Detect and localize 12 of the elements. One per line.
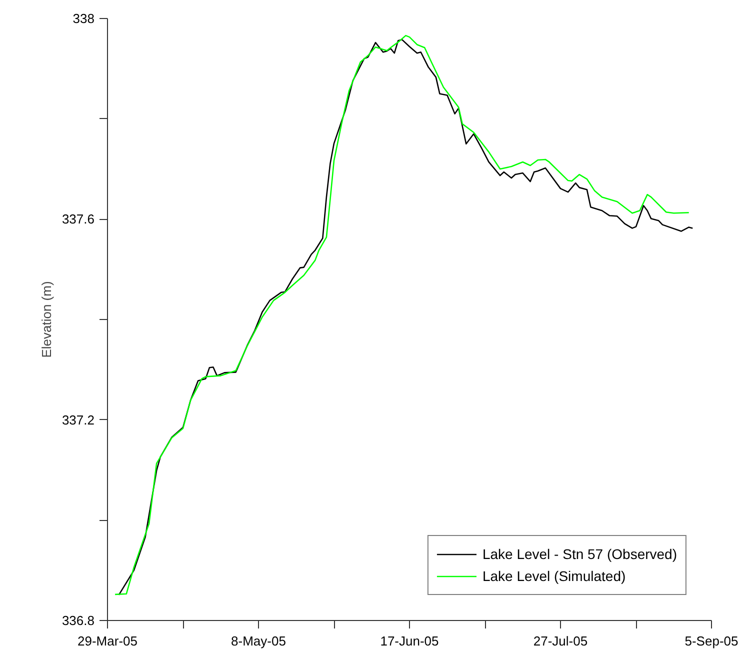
y-tick-label: 337.6	[62, 212, 95, 227]
y-tick-label: 338	[72, 11, 95, 26]
x-tick-label: 29-Mar-05	[78, 634, 138, 648]
x-tick-label: 17-Jun-05	[380, 634, 439, 648]
legend-label: Lake Level - Stn 57 (Observed)	[482, 546, 677, 562]
y-axis-title: Elevation (m)	[38, 281, 54, 358]
legend-label: Lake Level (Simulated)	[482, 568, 626, 584]
y-tick-label: 337.2	[62, 412, 95, 428]
x-tick-label: 27-Jul-05	[533, 634, 588, 648]
y-tick-label: 336.8	[62, 613, 95, 628]
x-tick-label: 5-Sep-05	[684, 634, 738, 648]
x-tick-label: 8-May-05	[231, 634, 286, 648]
